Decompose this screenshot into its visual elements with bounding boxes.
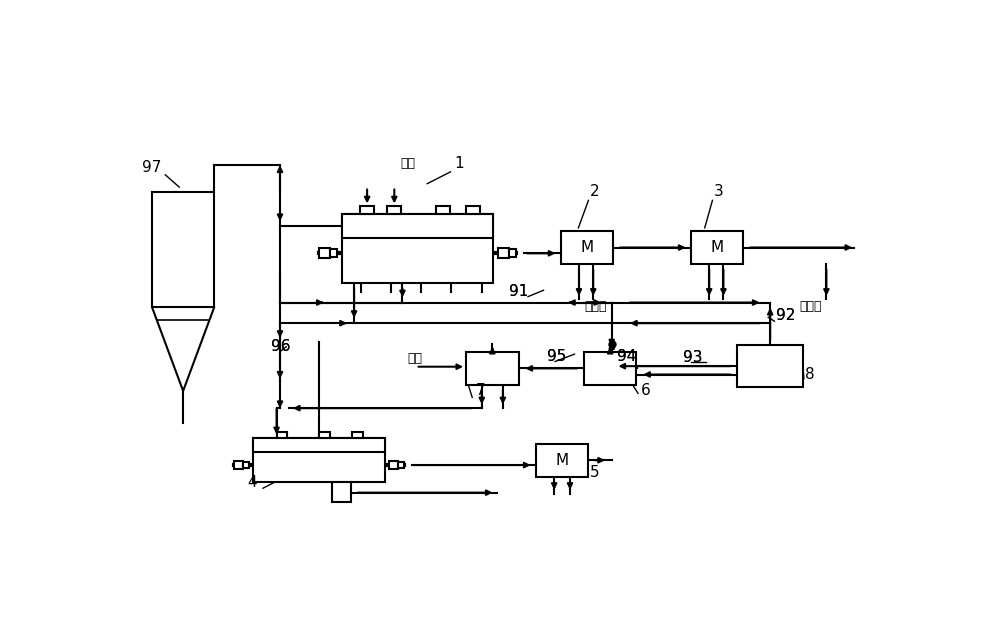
Bar	[253, 438, 385, 452]
Text: M: M	[556, 453, 569, 468]
Text: 93: 93	[683, 350, 702, 365]
Text: 5: 5	[590, 465, 600, 480]
Text: 91: 91	[509, 284, 528, 299]
Bar	[509, 249, 516, 257]
Text: 96: 96	[271, 339, 290, 354]
Bar	[330, 249, 337, 257]
Bar	[561, 231, 613, 264]
Text: 7: 7	[475, 383, 485, 398]
Bar	[243, 462, 249, 468]
Bar	[536, 443, 588, 477]
Text: M: M	[580, 240, 593, 255]
Bar	[466, 206, 480, 214]
Text: 94: 94	[617, 349, 637, 364]
Text: 蒸汽: 蒸汽	[400, 157, 415, 170]
Bar	[737, 345, 803, 387]
Bar	[319, 248, 330, 258]
Text: 95: 95	[547, 349, 567, 364]
Bar	[342, 214, 493, 238]
Bar	[253, 438, 385, 482]
Text: 蒸汽: 蒸汽	[408, 352, 423, 365]
Bar	[332, 482, 351, 503]
Text: 96: 96	[271, 339, 290, 354]
Text: 冷凝水: 冷凝水	[799, 300, 822, 313]
Text: 95: 95	[547, 349, 567, 364]
Bar	[319, 432, 330, 438]
Text: 8: 8	[805, 367, 814, 382]
Text: 91: 91	[509, 284, 528, 299]
Bar	[436, 206, 450, 214]
Bar	[387, 206, 401, 214]
Text: 94: 94	[617, 349, 637, 364]
Bar	[498, 248, 509, 258]
Bar	[352, 432, 363, 438]
Text: 92: 92	[776, 308, 795, 323]
Text: 2: 2	[590, 184, 600, 199]
Text: M: M	[711, 240, 724, 255]
Text: 1: 1	[454, 156, 464, 171]
Bar	[388, 461, 398, 469]
Bar	[360, 206, 374, 214]
Text: 6: 6	[640, 383, 650, 398]
Text: 3: 3	[714, 184, 724, 199]
Bar	[466, 352, 519, 385]
Text: 93: 93	[683, 350, 702, 365]
Bar	[584, 352, 636, 385]
Bar	[691, 231, 743, 264]
Bar	[398, 462, 404, 468]
Bar	[342, 214, 493, 283]
Text: 4: 4	[247, 475, 257, 490]
Text: 冷凝水: 冷凝水	[584, 300, 607, 313]
Bar	[277, 432, 287, 438]
Text: 92: 92	[776, 308, 795, 323]
Text: 97: 97	[142, 160, 161, 175]
Bar	[234, 461, 243, 469]
